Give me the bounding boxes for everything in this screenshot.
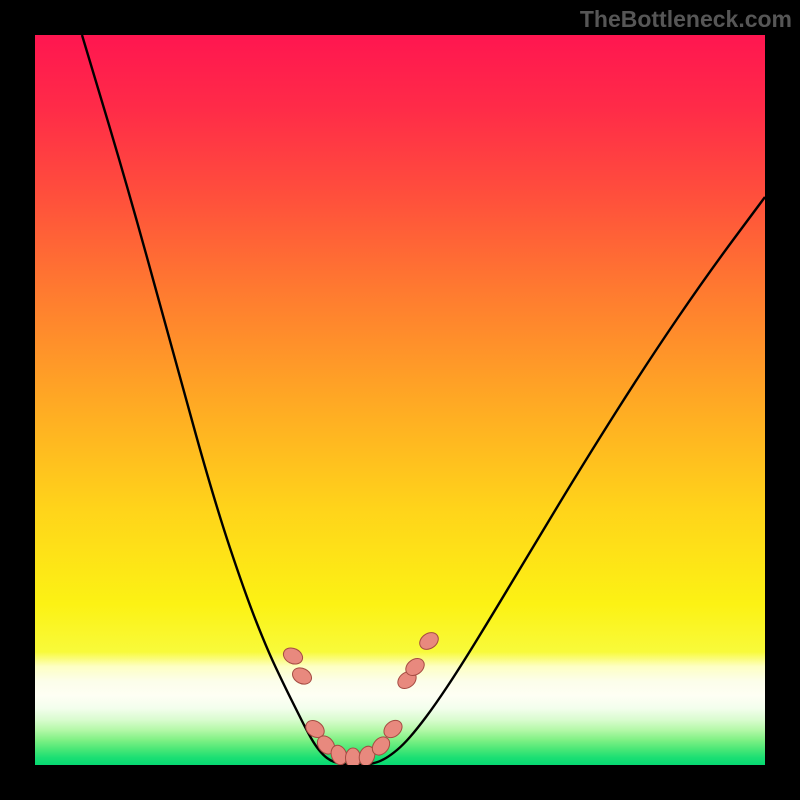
bead — [346, 748, 361, 765]
plot-svg — [35, 35, 765, 765]
gradient-background — [35, 35, 765, 765]
watermark: TheBottleneck.com — [580, 6, 792, 33]
plot-area — [35, 35, 765, 765]
